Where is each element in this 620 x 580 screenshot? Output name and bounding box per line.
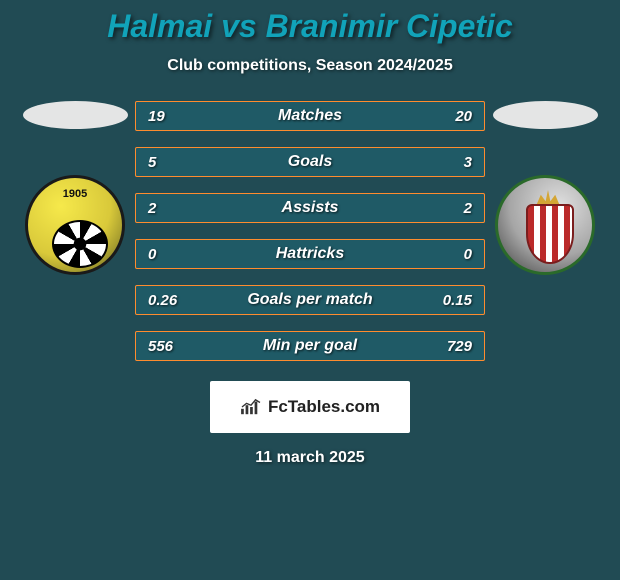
page-title: Halmai vs Branimir Cipetic [0,0,620,45]
stat-bar: 556Min per goal729 [135,331,485,361]
stat-label: Goals per match [136,291,484,309]
right-team-crest-icon [495,175,595,275]
date-text: 11 march 2025 [0,449,620,467]
stat-label: Assists [136,199,484,217]
stat-bar: 2Assists2 [135,193,485,223]
left-team-crest-icon [25,175,125,275]
stat-label: Min per goal [136,337,484,355]
brand-badge: FcTables.com [210,381,410,433]
left-column [15,101,135,275]
subtitle: Club competitions, Season 2024/2025 [0,57,620,75]
comparison-content: 19Matches20 5Goals3 2Assists2 0Hattricks0 0.… [0,101,620,361]
chart-icon [240,398,262,416]
stat-label: Matches [136,107,484,125]
brand-text: FcTables.com [268,397,380,417]
stat-bar: 0Hattricks0 [135,239,485,269]
stat-label: Hattricks [136,245,484,263]
stat-bar: 5Goals3 [135,147,485,177]
stat-bar: 19Matches20 [135,101,485,131]
stat-bar: 0.26Goals per match0.15 [135,285,485,315]
right-column [485,101,605,275]
right-ellipse [493,101,598,129]
page-root: Halmai vs Branimir Cipetic Club competit… [0,0,620,580]
stat-bars: 19Matches20 5Goals3 2Assists2 0Hattricks0 0.… [135,101,485,361]
left-ellipse [23,101,128,129]
stat-label: Goals [136,153,484,171]
